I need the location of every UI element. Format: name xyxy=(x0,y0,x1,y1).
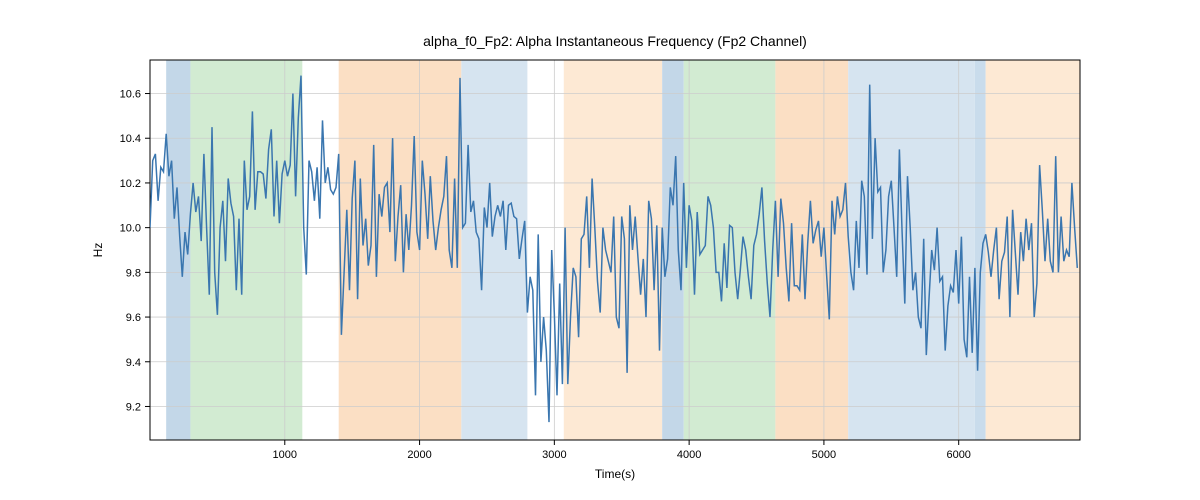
chart-xtick-label: 1000 xyxy=(273,449,297,461)
chart-title: alpha_f0_Fp2: Alpha Instantaneous Freque… xyxy=(423,33,807,49)
chart-xtick-label: 6000 xyxy=(946,449,970,461)
chart-xtick-label: 4000 xyxy=(677,449,701,461)
chart-ytick-label: 9.4 xyxy=(126,357,141,369)
chart-ytick-label: 10.6 xyxy=(120,89,141,101)
chart-yticks: 9.2 9.4 9.6 9.8 10.0 10.2 10.4 10.6 xyxy=(120,89,150,414)
chart-ytick-label: 9.2 xyxy=(126,401,141,413)
chart-ylabel: Hz xyxy=(91,243,105,258)
chart-xtick-label: 5000 xyxy=(812,449,836,461)
chart-ytick-label: 10.0 xyxy=(120,223,141,235)
chart-container: alpha_f0_Fp2: Alpha Instantaneous Freque… xyxy=(0,0,1200,500)
chart-svg: alpha_f0_Fp2: Alpha Instantaneous Freque… xyxy=(0,0,1200,500)
chart-band xyxy=(684,60,776,440)
chart-xtick-label: 3000 xyxy=(542,449,566,461)
chart-xticks: 1000 2000 3000 4000 5000 6000 xyxy=(273,440,971,461)
chart-band xyxy=(662,60,684,440)
chart-xtick-label: 2000 xyxy=(407,449,431,461)
chart-xlabel: Time(s) xyxy=(595,467,635,481)
chart-ytick-label: 9.8 xyxy=(126,267,141,279)
chart-ytick-label: 10.4 xyxy=(120,133,141,145)
chart-band xyxy=(775,60,848,440)
chart-band xyxy=(461,60,527,440)
chart-ytick-label: 9.6 xyxy=(126,312,141,324)
chart-bands xyxy=(166,60,1080,440)
chart-band xyxy=(975,60,986,440)
chart-ytick-label: 10.2 xyxy=(120,178,141,190)
